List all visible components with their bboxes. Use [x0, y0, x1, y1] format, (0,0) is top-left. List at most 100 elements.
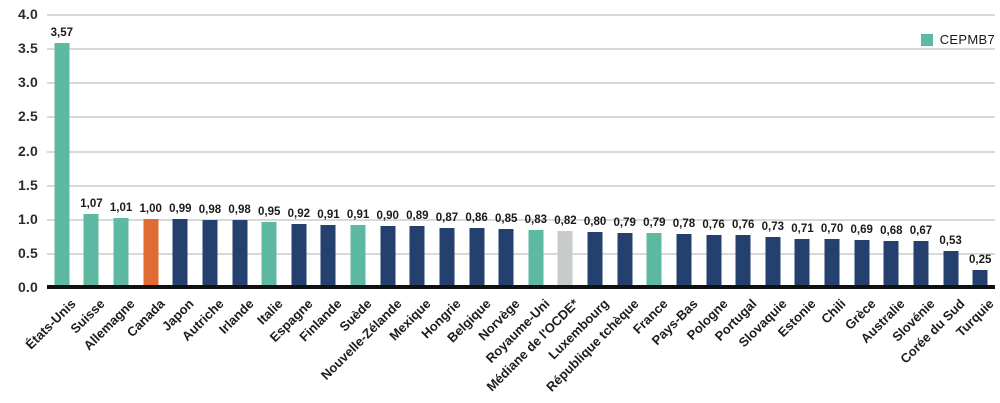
bar-slot: 0,95: [254, 14, 284, 287]
bar-Slovaquie: [765, 237, 781, 287]
bar-Mexique: [409, 226, 425, 287]
bar-slot: 0,76: [728, 14, 758, 287]
plot-area: 3,57 1,07 1,01 1,00 0,99 0,98 0,98 0,95 0,92 0,91…: [47, 14, 995, 287]
y-tick-label: 0.0: [17, 279, 38, 295]
bar-slot: 0,79: [640, 14, 670, 287]
bar-value-label: 0,79: [613, 217, 636, 230]
bar-value-label: 0,85: [494, 213, 518, 225]
y-tick-label: 3.5: [17, 40, 38, 57]
bar-Irlande: [232, 220, 248, 287]
bar-value-label: 0,73: [761, 221, 785, 234]
bar-Estonie: [794, 238, 810, 287]
gridline: [47, 82, 995, 85]
gridline: [47, 252, 995, 255]
bar-Hongrie: [439, 227, 455, 287]
y-tick-label: 1.0: [17, 210, 38, 227]
bar-République tchèque: [617, 233, 633, 287]
gridline: [47, 184, 995, 187]
gridline: [47, 218, 995, 221]
x-axis-line: [47, 285, 995, 289]
bar-value-label: 0,92: [287, 208, 311, 221]
gridline: [47, 150, 995, 153]
bar-slot: 0,85: [491, 14, 521, 287]
bar-Portugal: [735, 235, 751, 287]
bar-slot: 0,89: [403, 14, 433, 287]
bar-slot: 0,25: [965, 14, 995, 287]
bar-Pologne: [706, 235, 722, 287]
bar-Japon: [172, 219, 188, 287]
gridline: [47, 116, 995, 119]
bar-value-label: 0,80: [583, 216, 607, 229]
bar-value-label: 0,99: [169, 203, 192, 216]
bar-slot: 0,76: [699, 14, 729, 287]
bar-slot: 0,53: [936, 14, 966, 287]
bar-Belgique: [469, 228, 485, 287]
bar-slot: 0,99: [166, 14, 196, 287]
bar-value-label: 3,57: [50, 27, 74, 40]
bar-value-label: 0,98: [198, 204, 222, 217]
y-tick-label: 0.5: [17, 244, 38, 261]
bar-France: [646, 233, 662, 287]
bar-value-label: 1,01: [109, 202, 133, 215]
bar-Chili: [824, 239, 840, 287]
bar-Norvège: [498, 229, 514, 287]
bar-value-label: 0,78: [672, 217, 696, 230]
bar-slot: 0,79: [610, 14, 640, 287]
bar-value-label: 0,98: [228, 204, 251, 217]
bar-slot: 0,98: [195, 14, 225, 287]
bar-slot: 0,92: [284, 14, 314, 287]
bar-slot: 0,83: [521, 14, 551, 287]
bar-value-label: 0,76: [702, 219, 725, 232]
bar-slot: 0,98: [225, 14, 255, 287]
bar-value-label: 0,67: [909, 225, 933, 238]
y-tick-label: 3.0: [17, 74, 38, 91]
bar-slot: 1,00: [136, 14, 166, 287]
bar-slot: 0,91: [343, 14, 373, 287]
bar-value-label: 0,53: [939, 234, 962, 247]
bar-Médiane de l'OCDE*: [557, 231, 573, 287]
bar-value-label: 0,82: [554, 215, 577, 228]
y-tick-label: 2.0: [17, 142, 38, 159]
bar-slot: 0,67: [906, 14, 936, 287]
bar-value-label: 1,00: [139, 202, 162, 215]
bar-value-label: 0,71: [791, 222, 814, 235]
bar-slot: 0,90: [373, 14, 403, 287]
bar-value-label: 0,86: [465, 212, 488, 225]
bar-slot: 3,57: [47, 14, 77, 287]
bar-Italie: [261, 222, 277, 287]
bar-Luxembourg: [587, 232, 603, 287]
bar-value-label: 0,25: [968, 253, 992, 266]
bar-Canada: [143, 218, 159, 287]
bar-Australie: [883, 240, 899, 287]
bar-slot: 0,91: [314, 14, 344, 287]
y-tick-label: 2.5: [17, 108, 38, 125]
bar-Nouvelle-Zélande: [380, 225, 396, 287]
bar-Grèce: [854, 239, 870, 287]
legend-swatch-icon: [920, 33, 933, 46]
bar-slot: 1,07: [77, 14, 107, 287]
bar-value-label: 0,87: [435, 211, 459, 224]
bar-value-label: 0,83: [524, 214, 548, 227]
bar-value-label: 0,91: [346, 208, 370, 221]
bar-Suisse: [83, 213, 99, 287]
bar-slot: 0,73: [758, 14, 788, 287]
bar-Turquie: [972, 269, 988, 287]
y-tick-label: 4.0: [17, 6, 38, 22]
bar-Pays-Bas: [676, 233, 692, 287]
bar-Royaume-Uni: [528, 230, 544, 287]
bar-value-label: 0,68: [880, 224, 903, 237]
bar-value-label: 0,95: [257, 206, 281, 219]
bar-Autriche: [202, 220, 218, 287]
bar-États-Unis: [54, 43, 70, 287]
bar-value-label: 0,79: [643, 217, 666, 230]
legend: CEPMB7: [920, 32, 995, 47]
bar-slot: 0,69: [847, 14, 877, 287]
bar-value-label: 0,89: [406, 210, 429, 223]
bar-value-label: 0,90: [376, 209, 399, 222]
bar-slot: 0,86: [462, 14, 492, 287]
bar-value-label: 0,76: [731, 219, 755, 232]
bar-Corée du Sud: [943, 250, 959, 287]
legend-label: CEPMB7: [939, 32, 995, 47]
bar-slot: 0,82: [551, 14, 581, 287]
y-tick-label: 1.5: [17, 176, 38, 193]
